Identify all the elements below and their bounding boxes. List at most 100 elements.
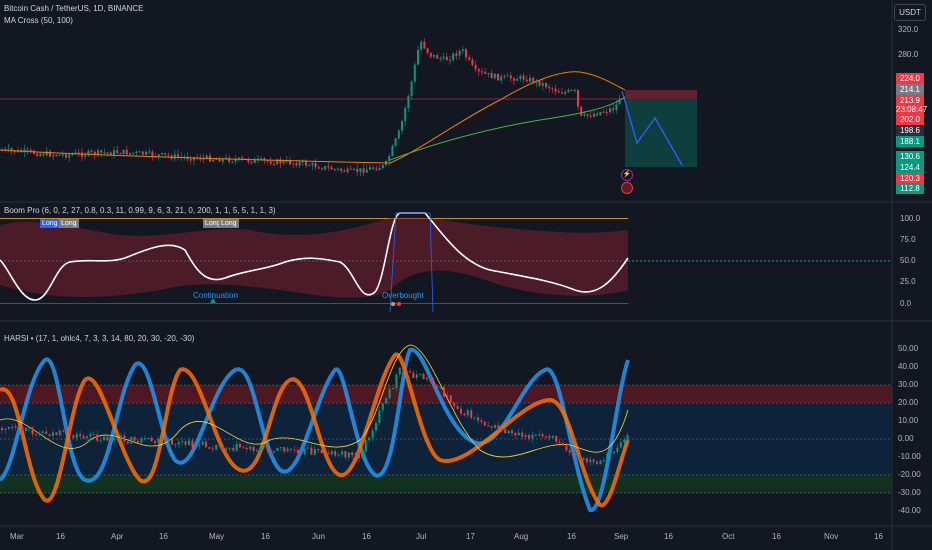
candle-body — [193, 157, 195, 161]
ha-body — [541, 434, 544, 437]
time-axis-label: Oct — [722, 532, 735, 541]
ha-body — [599, 460, 602, 464]
ha-body — [551, 435, 554, 438]
candle-body — [132, 152, 135, 154]
ha-body — [92, 434, 95, 436]
ha-body — [456, 406, 459, 409]
candle-body — [346, 168, 349, 172]
candle-body — [308, 165, 311, 167]
ha-body — [395, 374, 398, 389]
candle-body — [417, 49, 419, 65]
candle-body — [10, 148, 13, 151]
candle-body — [471, 59, 474, 66]
candle-body — [276, 159, 279, 165]
ha-body — [460, 408, 462, 414]
ha-body — [466, 410, 469, 416]
boom-pro-label[interactable]: Boom Pro (6, 0, 2, 27, 0.8, 0.3, 11, 0.9… — [4, 206, 276, 215]
price-tag: 130.6 — [896, 151, 924, 162]
ha-body — [150, 437, 153, 442]
ha-body — [385, 397, 388, 404]
ha-body — [449, 395, 452, 403]
candle-body — [337, 168, 339, 170]
ha-body — [378, 410, 381, 424]
ha-body — [524, 435, 527, 437]
ha-body — [606, 453, 609, 461]
ha-body — [184, 441, 187, 445]
candle-body — [314, 163, 317, 168]
ha-body — [7, 426, 10, 429]
candle-body — [353, 168, 355, 170]
candle-body — [461, 49, 464, 51]
candle-body — [119, 153, 122, 155]
candle-body — [327, 165, 330, 168]
candle-body — [372, 167, 375, 169]
boom-axis-label: 100.0 — [900, 213, 921, 223]
candle-body — [61, 154, 64, 156]
ha-body — [218, 444, 221, 447]
ha-body — [188, 440, 190, 445]
candle-body — [167, 154, 170, 156]
candle-body — [369, 167, 371, 170]
ha-body — [398, 367, 401, 375]
candle-body — [273, 163, 275, 165]
ha-body — [545, 436, 547, 438]
ha-body — [453, 402, 456, 407]
candle-body — [433, 55, 435, 57]
ha-body — [130, 436, 133, 444]
ha-body — [514, 432, 517, 436]
candle-body — [39, 153, 42, 157]
ha-body — [225, 448, 228, 450]
ha-body — [626, 435, 629, 440]
ha-body — [330, 451, 333, 455]
harsi-axis-label: -40.00 — [898, 506, 921, 515]
ha-body — [446, 395, 449, 397]
ha-body — [419, 373, 422, 375]
signal-overbought: Overbought — [382, 291, 424, 300]
candle-body — [410, 81, 413, 97]
symbol-title[interactable]: Bitcoin Cash / TetherUS, 1D, BINANCE — [4, 4, 144, 13]
lightning-icon[interactable]: ⚡ — [621, 169, 633, 181]
candle-body — [394, 138, 397, 146]
ha-body — [239, 443, 241, 448]
ha-body — [368, 437, 371, 441]
candle-body — [129, 152, 131, 155]
ha-body — [143, 438, 146, 440]
candle-body — [42, 153, 45, 156]
ha-body — [341, 451, 343, 455]
ma-cross-label[interactable]: MA Cross (50, 100) — [4, 16, 73, 25]
candle-body — [141, 151, 144, 155]
candle-body — [407, 96, 410, 109]
candle-body — [138, 151, 141, 153]
ha-body — [483, 421, 486, 426]
ha-body — [69, 431, 71, 436]
candle-body — [474, 65, 477, 70]
ha-body — [211, 448, 214, 450]
ha-body — [116, 438, 119, 440]
harsi-label[interactable]: HARSI • (17, 1, ohlc4, 7, 3, 3, 14, 80, … — [4, 334, 195, 343]
currency-button[interactable]: USDT — [894, 4, 926, 21]
ha-body — [45, 431, 48, 435]
time-axis-label: 16 — [159, 532, 168, 541]
candle-body — [161, 152, 163, 155]
ha-body — [205, 441, 207, 448]
ha-body — [75, 434, 78, 438]
time-axis-label: May — [209, 532, 225, 541]
ha-body — [48, 434, 51, 436]
candle-body — [109, 152, 112, 155]
candle-body — [225, 157, 227, 159]
ha-body — [436, 386, 439, 388]
flag-icon[interactable] — [621, 182, 633, 194]
candle-body — [545, 83, 547, 88]
candle-body — [586, 114, 589, 116]
ha-body — [82, 435, 85, 439]
harsi-axis-label: -10.00 — [898, 452, 921, 461]
ha-body — [262, 446, 265, 448]
price-tag: 213.9 — [896, 95, 924, 106]
ha-body — [313, 448, 316, 455]
candle-body — [589, 115, 592, 117]
candle-body — [263, 158, 266, 161]
candle-body — [596, 113, 599, 116]
candle-body — [484, 72, 487, 74]
ha-body — [490, 426, 493, 428]
